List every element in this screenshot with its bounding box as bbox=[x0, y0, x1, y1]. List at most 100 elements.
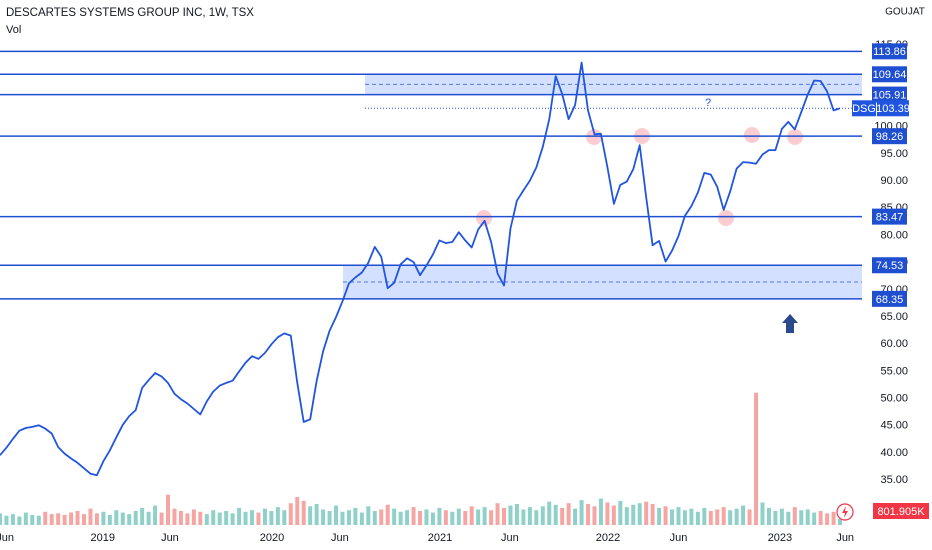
level-label-bg bbox=[872, 290, 907, 307]
volume-bar bbox=[224, 511, 229, 525]
volume-bar bbox=[754, 392, 759, 525]
level-label-bg bbox=[872, 66, 907, 83]
volume-bar bbox=[321, 509, 326, 525]
volume-label-text: 801.905K bbox=[877, 506, 925, 518]
x-tick-label: 2020 bbox=[260, 532, 284, 544]
volume-bar bbox=[36, 515, 41, 525]
level-label-text: 113.86 bbox=[873, 46, 906, 58]
volume-bar bbox=[379, 509, 384, 525]
volume-bar bbox=[534, 510, 539, 525]
volume-bar bbox=[88, 508, 93, 525]
volume-bar bbox=[747, 509, 752, 525]
volume-bar bbox=[443, 510, 448, 525]
level-label: 98.26 bbox=[872, 128, 907, 145]
volume-bar bbox=[527, 507, 532, 525]
volume-bar bbox=[786, 511, 791, 525]
volume-bar bbox=[43, 511, 48, 525]
volume-bar bbox=[372, 511, 377, 525]
volume-bar bbox=[456, 508, 461, 525]
volume-bar bbox=[146, 511, 151, 525]
volume-bar bbox=[579, 500, 584, 525]
volume-bar bbox=[301, 500, 306, 525]
volume-bar bbox=[721, 507, 726, 525]
volume-bar bbox=[831, 511, 836, 525]
volume-bar bbox=[334, 505, 339, 525]
volume-bar bbox=[637, 503, 642, 525]
volume-bar bbox=[230, 513, 235, 525]
level-label: 83.47 bbox=[872, 208, 907, 225]
annotation: ? bbox=[705, 97, 711, 109]
under-layer bbox=[0, 74, 862, 525]
volume-bar bbox=[346, 510, 351, 525]
volume-bar bbox=[695, 511, 700, 525]
volume-bar bbox=[359, 512, 364, 525]
level-label-text: 105.91 bbox=[873, 89, 907, 101]
price-line bbox=[0, 61, 841, 477]
volume-bar bbox=[799, 510, 804, 525]
volume-bar bbox=[644, 501, 649, 525]
volume-bar bbox=[288, 503, 293, 525]
volume-bar bbox=[385, 504, 390, 525]
volume-bar bbox=[166, 494, 171, 525]
volume-bar bbox=[741, 505, 746, 525]
volume-bar bbox=[411, 507, 416, 525]
volume-bar bbox=[592, 506, 597, 525]
x-tick-label: 2023 bbox=[768, 532, 792, 544]
volume-bar bbox=[120, 512, 125, 525]
arrow-up bbox=[782, 314, 798, 333]
volume-bar bbox=[392, 508, 397, 525]
x-tick-label: Jun bbox=[0, 532, 14, 544]
volume-bar bbox=[185, 513, 190, 525]
volume-bar bbox=[657, 507, 662, 525]
volume-bar bbox=[766, 507, 771, 525]
volume-bar bbox=[69, 512, 74, 525]
volume-bar bbox=[133, 511, 138, 525]
volume-bar bbox=[204, 514, 209, 525]
volume-bar bbox=[598, 498, 603, 525]
y-tick-label: 45.00 bbox=[880, 420, 908, 432]
x-tick-label: Jun bbox=[836, 532, 854, 544]
y-tick-label: 95.00 bbox=[880, 148, 908, 160]
volume-bar bbox=[611, 505, 616, 525]
volume-bar bbox=[670, 509, 675, 525]
volume-bar bbox=[702, 507, 707, 525]
volume-bar bbox=[792, 507, 797, 525]
volume-bar bbox=[4, 515, 9, 525]
volume-bar bbox=[838, 518, 843, 525]
marker bbox=[744, 127, 760, 143]
volume-bar bbox=[573, 508, 578, 525]
volume-bar bbox=[256, 512, 261, 525]
volume-bar bbox=[243, 511, 248, 525]
volume-bar bbox=[463, 511, 468, 525]
volume-bar bbox=[56, 513, 61, 525]
alert-bolt bbox=[842, 506, 848, 518]
y-tick-label: 60.00 bbox=[880, 338, 908, 350]
volume-bar bbox=[469, 506, 474, 525]
volume-bar bbox=[366, 506, 371, 525]
level-label-bg bbox=[872, 86, 907, 103]
volume-bar bbox=[514, 504, 519, 525]
level-label: 109.64 bbox=[872, 66, 907, 83]
volume-bar bbox=[275, 507, 280, 525]
x-tick-label: Jun bbox=[331, 532, 349, 544]
author: GOUJAT bbox=[885, 7, 925, 18]
y-tick-label: 40.00 bbox=[880, 447, 908, 459]
last-price-bg bbox=[877, 100, 909, 117]
volume-title: Vol bbox=[6, 24, 21, 36]
volume-bar bbox=[211, 510, 216, 525]
volume-bar bbox=[818, 511, 823, 525]
volume-bar bbox=[489, 510, 494, 525]
y-tick-label: 50.00 bbox=[880, 393, 908, 405]
volume-bar bbox=[75, 511, 80, 525]
x-tick-label: Jun bbox=[670, 532, 688, 544]
volume-bar bbox=[405, 510, 410, 525]
y-tick-label: 90.00 bbox=[880, 175, 908, 187]
y-tick-label: 80.00 bbox=[880, 229, 908, 241]
volume-bar bbox=[482, 507, 487, 525]
y-tick-label: 55.00 bbox=[880, 365, 908, 377]
marker bbox=[586, 129, 602, 145]
volume-bar bbox=[805, 509, 810, 525]
volume-bar bbox=[812, 512, 817, 525]
volume-bar bbox=[82, 514, 87, 525]
volume-bar bbox=[262, 508, 267, 525]
